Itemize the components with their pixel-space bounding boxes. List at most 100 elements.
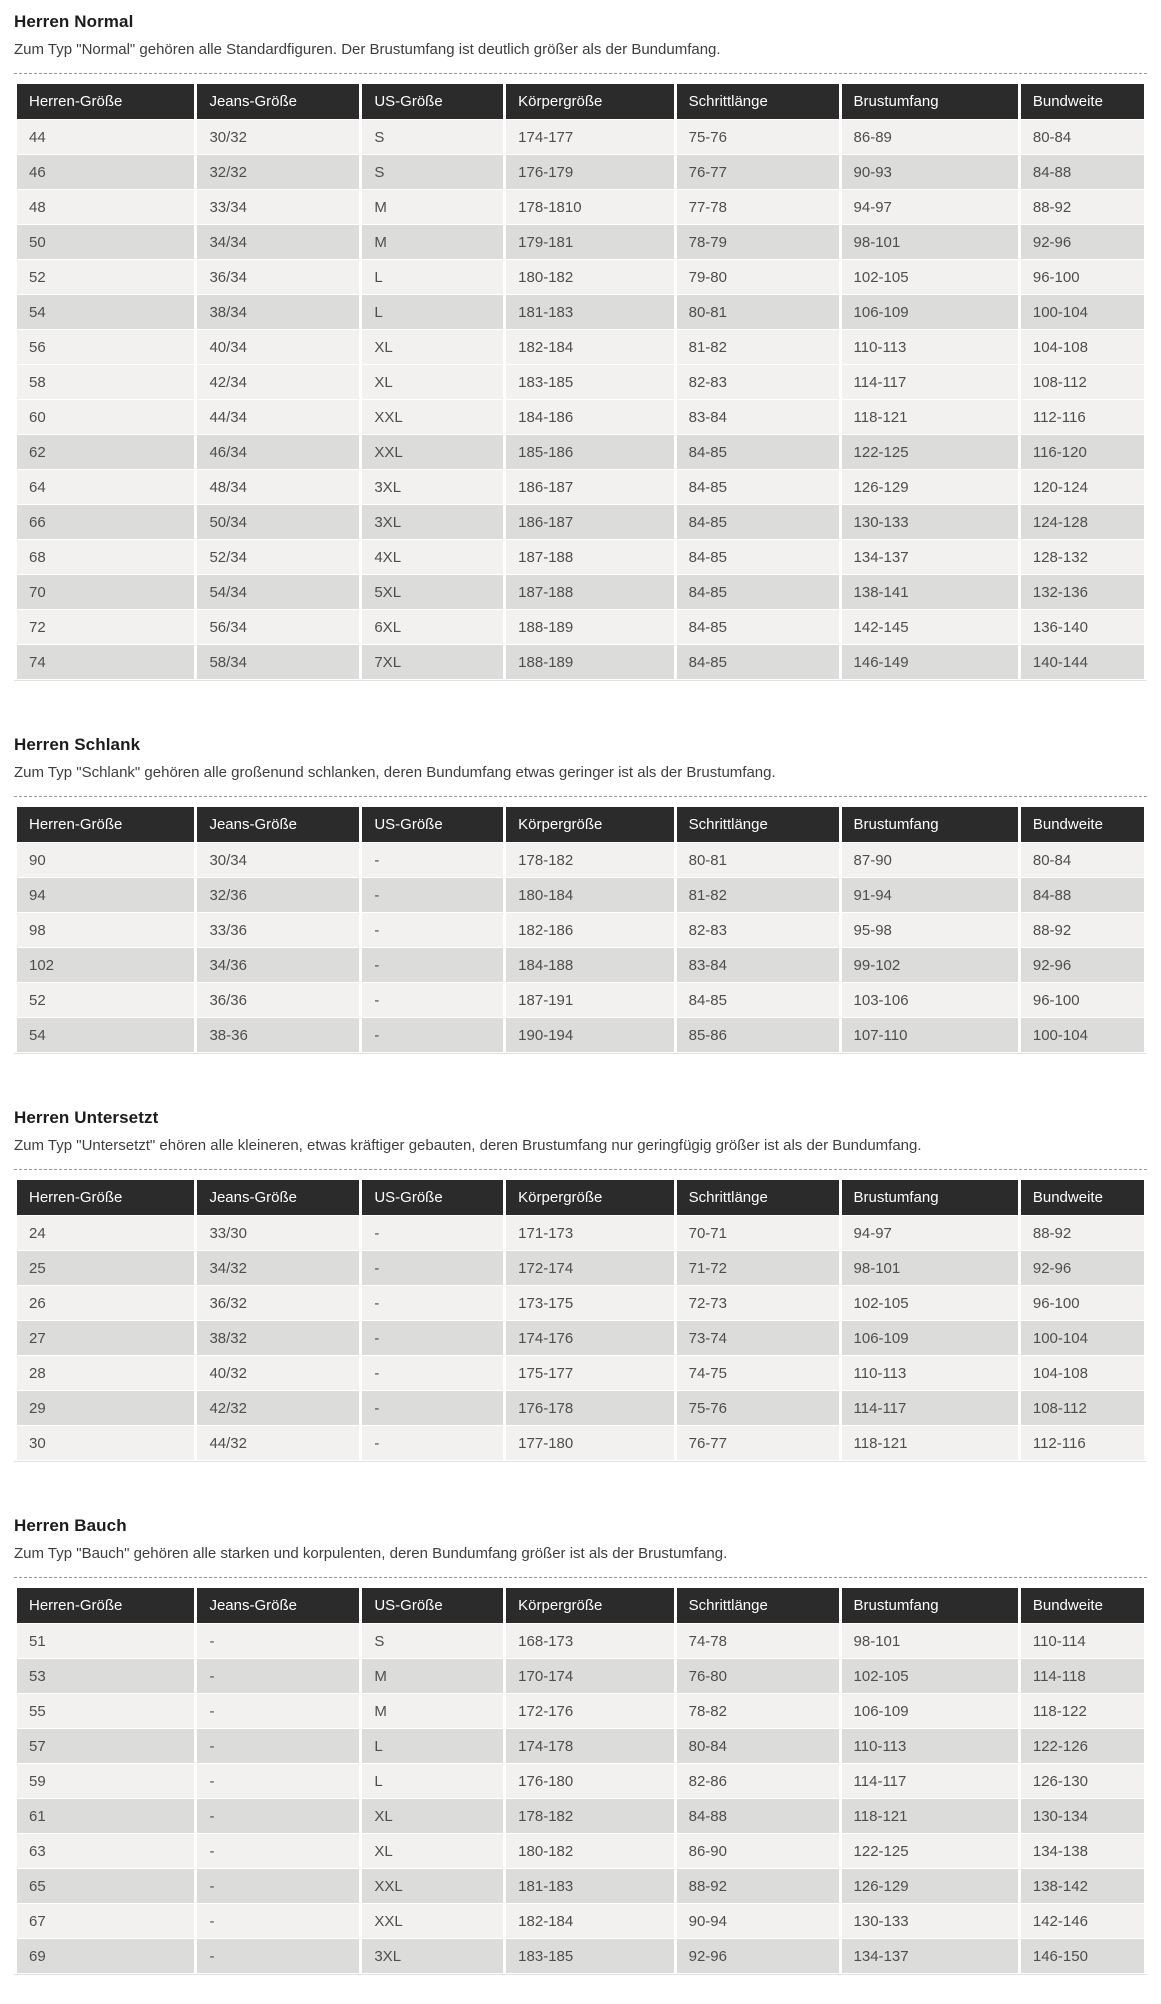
table-cell: 92-96 — [1020, 225, 1144, 259]
table-cell: 179-181 — [506, 225, 674, 259]
table-cell: - — [197, 1834, 360, 1868]
table-cell: S — [362, 120, 504, 154]
table-cell: M — [362, 225, 504, 259]
table-cell: 54/34 — [197, 575, 360, 609]
table-cell: - — [362, 1391, 504, 1425]
table-row: 67- XXL 182-184 90-94 130-133 142-146 — [17, 1904, 1144, 1938]
table-cell: 3XL — [362, 470, 504, 504]
table-row: 53- M 170-174 76-80 102-105 114-118 — [17, 1659, 1144, 1693]
column-header: Körpergröße — [506, 1588, 674, 1623]
table-cell: - — [362, 878, 504, 912]
table-cell: 30/32 — [197, 120, 360, 154]
header-row: Herren-Größe Jeans-Größe US-Größe Körpergrö… — [17, 1180, 1144, 1215]
table-cell: 174-176 — [506, 1321, 674, 1355]
size-table: Herren-Größe Jeans-Größe US-Größe Körpergrö… — [14, 1179, 1147, 1462]
table-cell: 84-85 — [676, 435, 839, 469]
table-row: 69-3XL 183-185 92-96 134-137 146-150 — [17, 1939, 1144, 1973]
table-cell: 88-92 — [1020, 190, 1144, 224]
table-cell: 36/34 — [197, 260, 360, 294]
column-header: Brustumfang — [841, 1180, 1018, 1215]
table-cell: 72-73 — [676, 1286, 839, 1320]
table-cell: 182-186 — [506, 913, 674, 947]
table-cell: 79-80 — [676, 260, 839, 294]
size-table-wrapper: Herren-Größe Jeans-Größe US-Größe Körpergrö… — [14, 1577, 1147, 1975]
table-cell: 34/32 — [197, 1251, 360, 1285]
table-cell: 122-125 — [841, 1834, 1018, 1868]
table-cell: 183-185 — [506, 365, 674, 399]
table-cell: 180-184 — [506, 878, 674, 912]
table-cell: 182-184 — [506, 330, 674, 364]
table-cell: 184-186 — [506, 400, 674, 434]
table-cell: 124-128 — [1020, 505, 1144, 539]
table-cell: 96-100 — [1020, 260, 1144, 294]
table-cell: 94 — [17, 878, 195, 912]
table-cell: 74-78 — [676, 1624, 839, 1658]
table-cell: - — [197, 1799, 360, 1833]
table-cell: 138-142 — [1020, 1869, 1144, 1903]
table-cell: 186-187 — [506, 505, 674, 539]
table-cell: 98-101 — [841, 1251, 1018, 1285]
table-cell: 56/34 — [197, 610, 360, 644]
table-cell: 56 — [17, 330, 195, 364]
table-cell: 98 — [17, 913, 195, 947]
table-cell: 33/30 — [197, 1216, 360, 1250]
section-title: Herren Bauch — [14, 1516, 127, 1535]
table-cell: 70 — [17, 575, 195, 609]
table-cell: 96-100 — [1020, 1286, 1144, 1320]
table-cell: 73-74 — [676, 1321, 839, 1355]
table-cell: 177-180 — [506, 1426, 674, 1460]
table-cell: 84-85 — [676, 575, 839, 609]
table-cell: 118-121 — [841, 400, 1018, 434]
size-section: Herren Untersetzt Zum Typ "Untersetzt" e… — [14, 1108, 1147, 1462]
table-cell: - — [362, 843, 504, 877]
table-cell: 81-82 — [676, 330, 839, 364]
table-cell: 146-149 — [841, 645, 1018, 679]
size-table-wrapper: Herren-Größe Jeans-Größe US-Größe Körpergrö… — [14, 73, 1147, 681]
table-cell: 171-173 — [506, 1216, 674, 1250]
table-cell: 46 — [17, 155, 195, 189]
table-cell: 94-97 — [841, 1216, 1018, 1250]
table-cell: 110-114 — [1020, 1624, 1144, 1658]
size-table-wrapper: Herren-Größe Jeans-Größe US-Größe Körpergrö… — [14, 1169, 1147, 1462]
table-row: 54 38-36-190-194 85-86 107-110 100-104 — [17, 1018, 1144, 1052]
table-cell: 90-94 — [676, 1904, 839, 1938]
table-row: 44 30/32 S 174-177 75-76 86-89 80-84 — [17, 120, 1144, 154]
table-cell: 181-183 — [506, 295, 674, 329]
column-header: Jeans-Größe — [197, 1588, 360, 1623]
table-cell: - — [362, 1426, 504, 1460]
section-title: Herren Untersetzt — [14, 1108, 159, 1127]
table-cell: 102-105 — [841, 260, 1018, 294]
table-cell: 51 — [17, 1624, 195, 1658]
table-cell: - — [197, 1729, 360, 1763]
table-cell: - — [362, 983, 504, 1017]
table-cell: 32/36 — [197, 878, 360, 912]
table-cell: 188-189 — [506, 610, 674, 644]
table-cell: 92-96 — [676, 1939, 839, 1973]
table-cell: 59 — [17, 1764, 195, 1798]
table-cell: 80-81 — [676, 295, 839, 329]
table-cell: 28 — [17, 1356, 195, 1390]
table-cell: 178-1810 — [506, 190, 674, 224]
table-cell: 126-130 — [1020, 1764, 1144, 1798]
section-title: Herren Schlank — [14, 735, 141, 754]
table-cell: 110-113 — [841, 1356, 1018, 1390]
table-cell: 138-141 — [841, 575, 1018, 609]
table-cell: 54 — [17, 1018, 195, 1052]
table-cell: 118-121 — [841, 1799, 1018, 1833]
table-cell: 42/34 — [197, 365, 360, 399]
table-cell: - — [197, 1939, 360, 1973]
table-cell: - — [362, 1216, 504, 1250]
table-cell: 92-96 — [1020, 948, 1144, 982]
table-cell: 63 — [17, 1834, 195, 1868]
table-cell: 114-117 — [841, 1764, 1018, 1798]
table-cell: 84-88 — [676, 1799, 839, 1833]
table-cell: L — [362, 260, 504, 294]
table-cell: 57 — [17, 1729, 195, 1763]
table-cell: 98-101 — [841, 1624, 1018, 1658]
table-cell: 62 — [17, 435, 195, 469]
column-header: US-Größe — [362, 807, 504, 842]
table-cell: 130-134 — [1020, 1799, 1144, 1833]
table-cell: 91-94 — [841, 878, 1018, 912]
table-cell: 44 — [17, 120, 195, 154]
table-cell: 60 — [17, 400, 195, 434]
